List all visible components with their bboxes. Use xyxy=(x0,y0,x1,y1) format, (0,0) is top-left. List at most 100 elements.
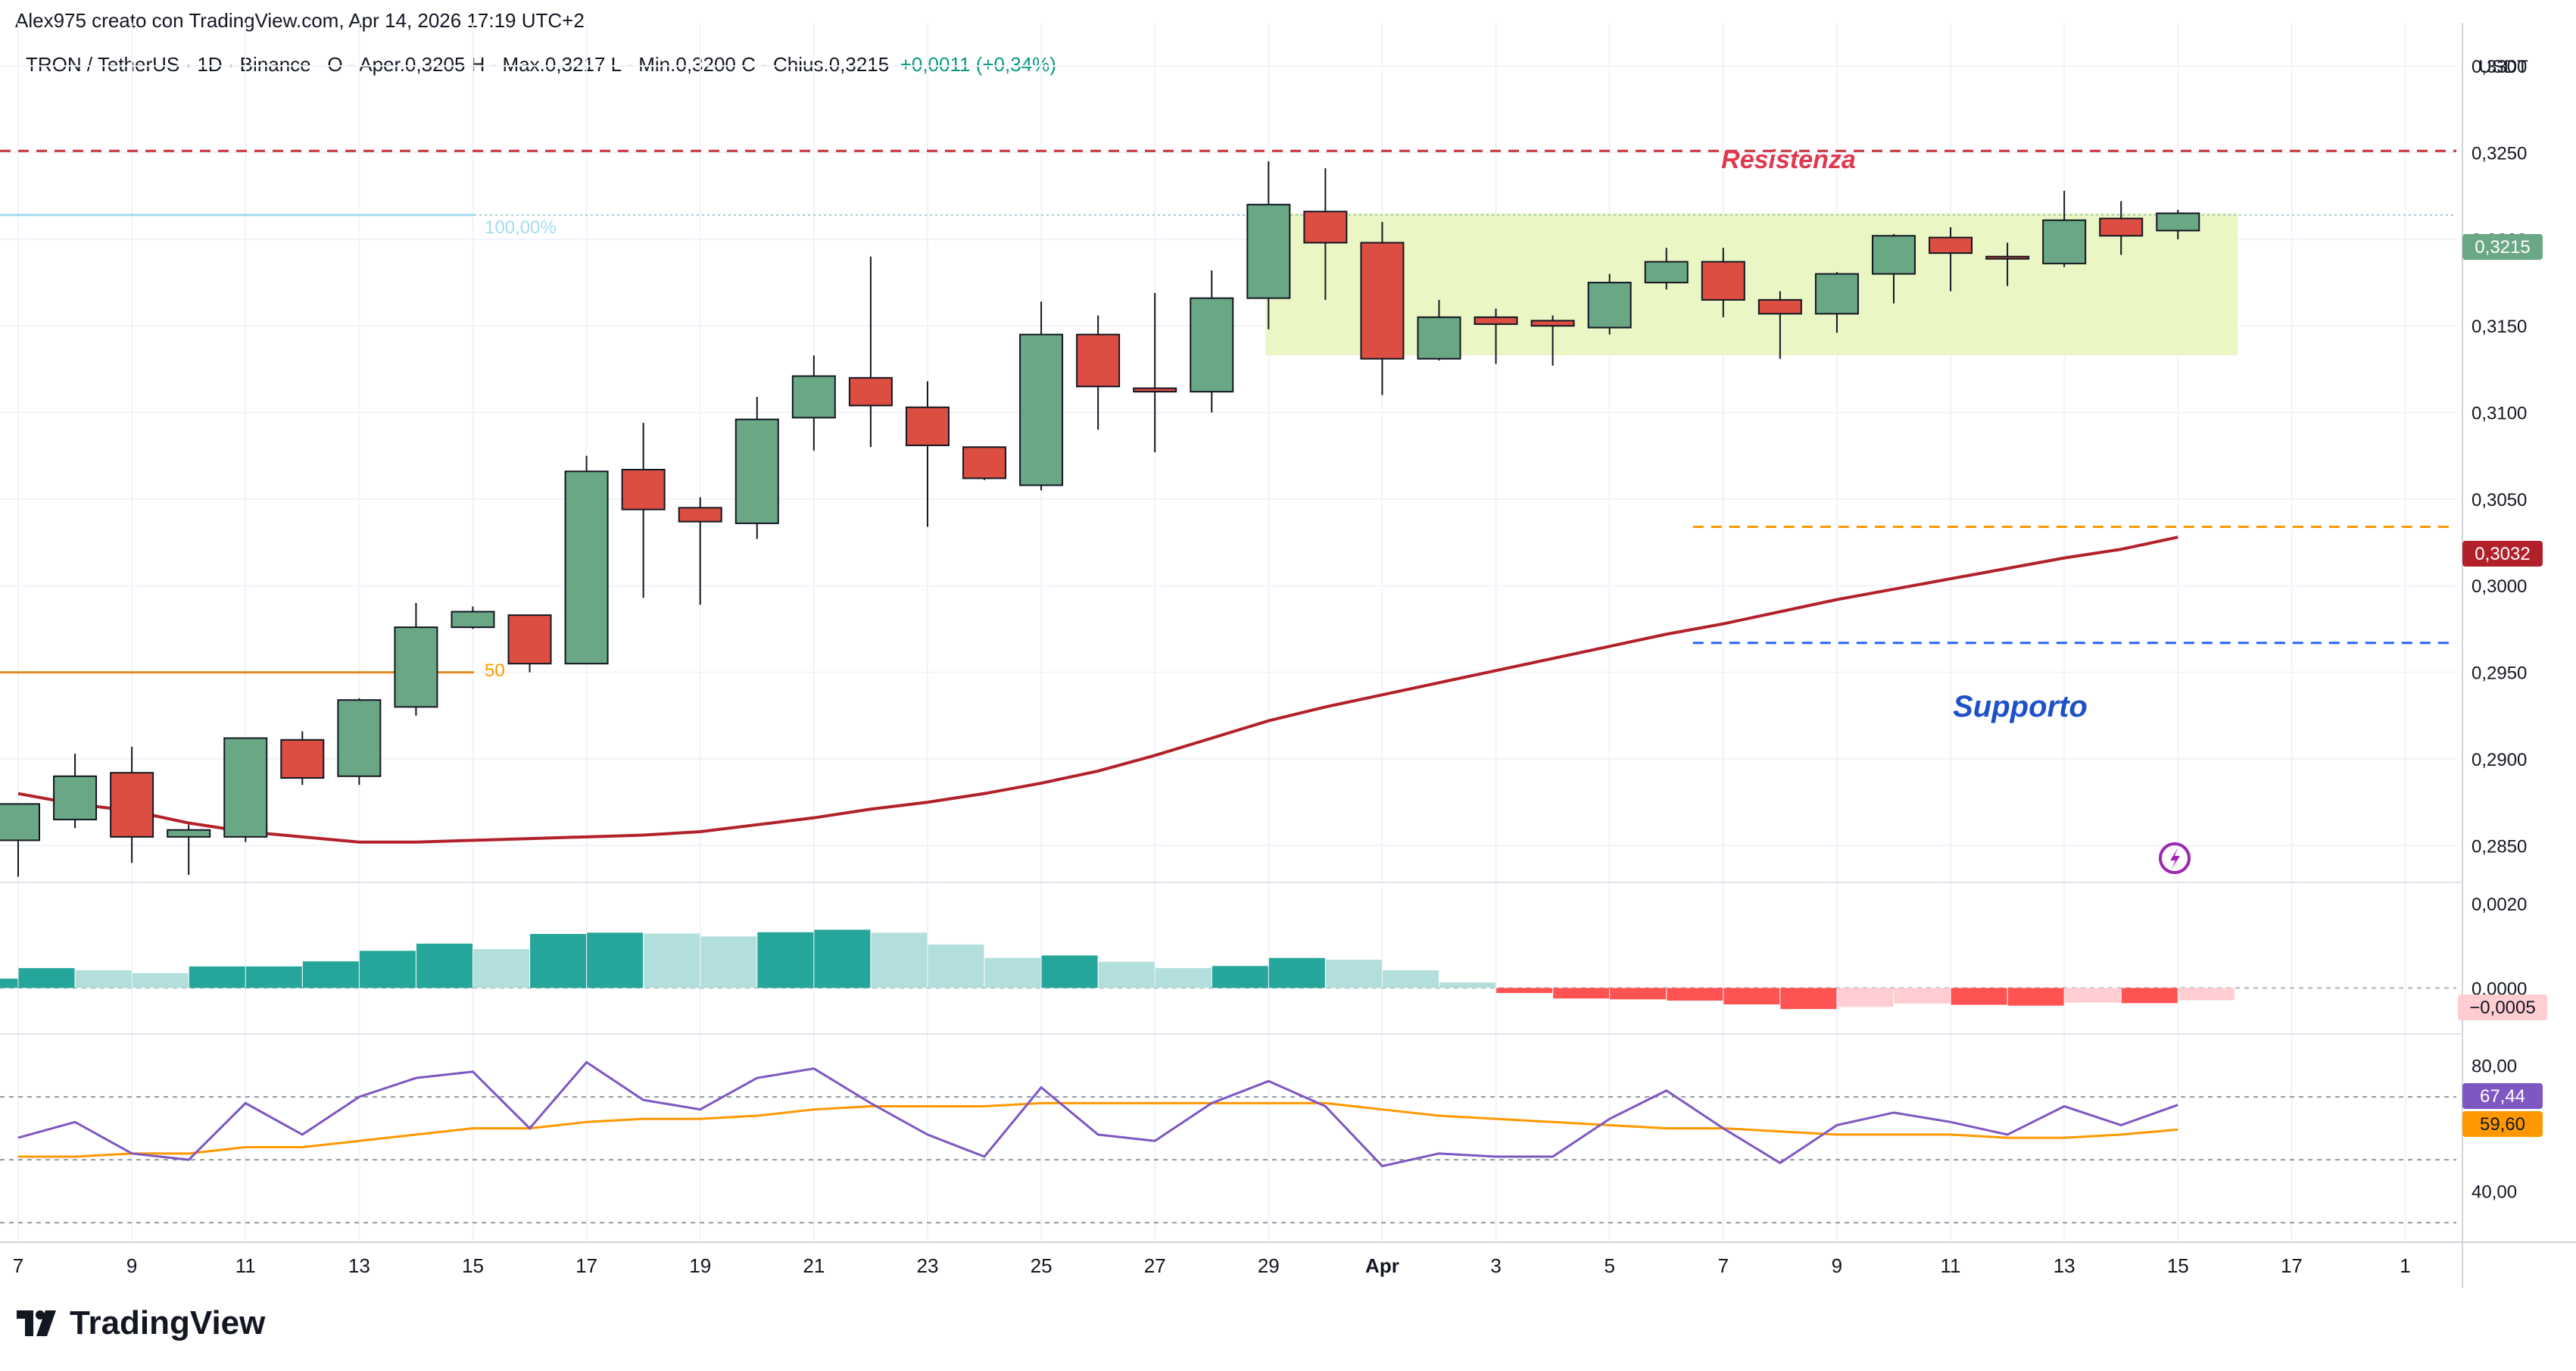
rsi-ma-value: 59,60 xyxy=(2480,1114,2525,1135)
candle xyxy=(110,746,154,864)
candle-body xyxy=(1190,297,1234,393)
candle-body xyxy=(507,614,552,665)
macd-bar xyxy=(1382,970,1439,988)
macd-bar xyxy=(2064,988,2121,1003)
macd-bar xyxy=(416,943,472,988)
time-tick-label: 23 xyxy=(916,1254,938,1277)
candle-body xyxy=(1985,255,2030,260)
candle-body xyxy=(2156,212,2200,232)
candle-body xyxy=(1644,261,1689,284)
candle xyxy=(905,381,950,527)
candle-body xyxy=(905,406,950,446)
macd-bar xyxy=(1155,968,1212,988)
price-tick-label: 0,3250 xyxy=(2472,144,2527,164)
candle xyxy=(1587,273,1632,335)
time-tick-label: 17 xyxy=(2281,1254,2303,1277)
candle xyxy=(791,355,836,451)
fib-100-label: 100,00% xyxy=(485,217,557,238)
candle xyxy=(1133,292,1177,453)
candle xyxy=(848,256,893,448)
macd-bar xyxy=(302,961,359,988)
macd-bar xyxy=(928,944,984,988)
tradingview-logo-icon xyxy=(17,1310,56,1336)
candle-body xyxy=(678,507,722,523)
last-price-badge: 0,3215 xyxy=(2462,234,2543,260)
symbol-title[interactable]: TRON / TetherUS · 1D · Binance xyxy=(26,53,311,76)
time-tick-label: 1 xyxy=(2400,1254,2410,1277)
candle-body xyxy=(337,699,382,777)
time-tick-label: 13 xyxy=(2054,1254,2075,1277)
candle xyxy=(507,614,552,673)
time-tick-label: 7 xyxy=(13,1254,23,1277)
price-tick-label: 0,3100 xyxy=(2472,404,2527,424)
time-tick-label: 9 xyxy=(1832,1254,1842,1277)
candle-body xyxy=(2042,219,2087,264)
candle xyxy=(564,455,609,665)
time-tick-label: 7 xyxy=(1718,1254,1729,1277)
macd-bar xyxy=(1041,955,1098,988)
rsi-ma-badge: 59,60 xyxy=(2462,1111,2543,1137)
candle xyxy=(1814,272,1859,333)
candle-body xyxy=(1871,235,1916,275)
candle xyxy=(280,731,325,785)
candle-body xyxy=(1303,211,1348,244)
rsi-pane xyxy=(0,1060,2456,1224)
macd-bar xyxy=(1951,988,2007,1005)
candle xyxy=(962,446,1007,480)
time-tick-label: 3 xyxy=(1490,1254,1501,1277)
symbol-legend: TRON / TetherUS · 1D · Binance O - Aper.… xyxy=(26,53,1056,77)
macd-bar xyxy=(132,973,189,988)
macd-bar xyxy=(530,933,587,988)
candle xyxy=(1360,221,1405,395)
candle-body xyxy=(1587,282,1632,329)
price-tick-label: 0,2950 xyxy=(2472,664,2527,684)
candle-body xyxy=(734,418,779,524)
price-tick-label: 0,2850 xyxy=(2472,836,2527,857)
ohlc-values: O - Aper.0,3205 H - Max.0,3217 L - Min.0… xyxy=(327,53,890,76)
candle-body xyxy=(1474,316,1518,325)
candle xyxy=(223,737,268,842)
candle-body xyxy=(1133,387,1177,393)
axes: 0,33000,32500,32000,31500,31000,30500,30… xyxy=(0,23,2576,1288)
candle-body xyxy=(1530,320,1575,327)
candle-body xyxy=(110,772,154,838)
rsi-tick-label: 80,00 xyxy=(2472,1057,2517,1077)
macd-bar xyxy=(18,968,75,988)
rsi-tick-label: 40,00 xyxy=(2472,1182,2517,1203)
time-tick-label: 19 xyxy=(689,1254,711,1277)
candle xyxy=(0,803,40,877)
macd-bar xyxy=(587,932,644,988)
macd-bar xyxy=(245,966,302,988)
price-tick-label: 0,3050 xyxy=(2472,490,2527,511)
candle xyxy=(1757,291,1802,359)
ma-value: 0,3032 xyxy=(2475,544,2530,564)
macd-bar xyxy=(984,957,1041,988)
time-tick-label: 11 xyxy=(235,1254,256,1277)
time-tick-label: 5 xyxy=(1604,1254,1614,1277)
macd-bar xyxy=(700,936,757,988)
tradingview-brand[interactable]: TradingView xyxy=(17,1304,265,1342)
chart-canvas[interactable]: 0,33000,32500,32000,31500,31000,30500,30… xyxy=(0,0,2576,1288)
macd-bar xyxy=(1610,988,1667,1000)
candle xyxy=(734,396,779,539)
time-tick-label: 21 xyxy=(803,1254,825,1277)
candle xyxy=(1474,308,1518,364)
lightning-icon[interactable] xyxy=(2159,842,2191,874)
candle-body xyxy=(1076,333,1121,388)
macd-bar xyxy=(1667,988,1723,1001)
macd-bar xyxy=(0,979,18,988)
macd-bar xyxy=(1837,988,1894,1007)
range-box xyxy=(1265,213,2238,356)
candle xyxy=(451,606,495,629)
macd-bar xyxy=(1723,988,1780,1005)
candle-body xyxy=(1019,333,1064,486)
fib-50-label: 50 xyxy=(485,661,505,681)
macd-bar xyxy=(2121,988,2178,1004)
candle xyxy=(2099,201,2144,255)
candle xyxy=(1019,301,1064,491)
macd-bar xyxy=(2007,988,2064,1006)
candle xyxy=(1985,242,2030,286)
rsi-value: 67,44 xyxy=(2480,1086,2525,1107)
macd-pane xyxy=(0,929,2456,1010)
time-tick-label: 17 xyxy=(575,1254,597,1277)
